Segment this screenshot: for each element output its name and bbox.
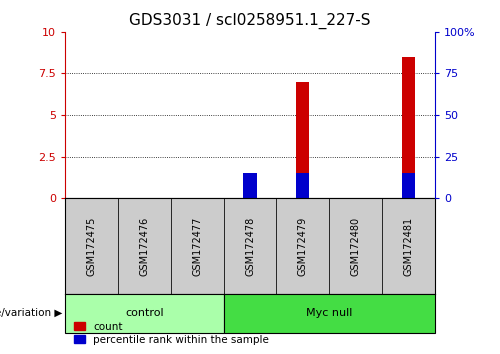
Text: genotype/variation ▶: genotype/variation ▶ xyxy=(0,308,62,318)
Bar xyxy=(224,198,276,294)
Text: GSM172481: GSM172481 xyxy=(404,216,413,276)
Bar xyxy=(65,198,118,294)
Text: GSM172480: GSM172480 xyxy=(350,216,360,276)
Bar xyxy=(118,198,171,294)
Bar xyxy=(296,82,310,198)
Bar xyxy=(170,198,224,294)
Text: Myc null: Myc null xyxy=(306,308,352,318)
Bar xyxy=(65,294,224,333)
Text: GSM172476: GSM172476 xyxy=(140,216,149,276)
Bar xyxy=(330,198,382,294)
Title: GDS3031 / scl0258951.1_227-S: GDS3031 / scl0258951.1_227-S xyxy=(129,13,371,29)
Bar xyxy=(296,173,310,198)
Bar xyxy=(244,173,256,198)
Text: GSM172479: GSM172479 xyxy=(298,216,308,276)
Bar xyxy=(402,57,415,198)
Bar xyxy=(244,193,256,198)
Text: GSM172477: GSM172477 xyxy=(192,216,202,276)
Bar xyxy=(276,198,330,294)
Text: GSM172475: GSM172475 xyxy=(86,216,97,276)
Bar xyxy=(382,198,435,294)
Bar xyxy=(402,173,415,198)
Legend: count, percentile rank within the sample: count, percentile rank within the sample xyxy=(70,317,273,349)
Bar xyxy=(224,294,435,333)
Text: GSM172478: GSM172478 xyxy=(245,216,255,276)
Text: control: control xyxy=(125,308,164,318)
